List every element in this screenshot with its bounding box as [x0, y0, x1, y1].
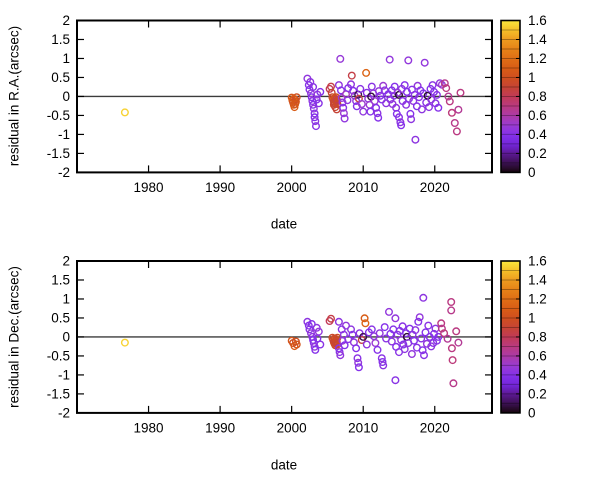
svg-text:1.5: 1.5	[51, 32, 70, 47]
svg-text:-0.5: -0.5	[47, 348, 70, 363]
y-tick-labels: 2 1.5 1 0.5 0 -0.5 -1 -1.5 -2	[47, 254, 492, 420]
svg-text:2020: 2020	[420, 180, 450, 195]
svg-text:2020: 2020	[420, 420, 450, 435]
svg-text:1.6: 1.6	[528, 254, 547, 269]
x-tick-labels: 1980 1990 2000 2010 2020	[134, 261, 450, 435]
svg-text:2010: 2010	[348, 420, 378, 435]
svg-text:-1.5: -1.5	[47, 386, 70, 401]
svg-text:2010: 2010	[348, 180, 378, 195]
x-tick-labels: 1980 1990 2000 2010 2020	[134, 20, 450, 195]
colorbar-tick-labels: 0 0.2 0.4 0.6 0.8 1 1.2 1.4 1.6	[516, 254, 547, 420]
svg-text:1980: 1980	[134, 180, 164, 195]
svg-text:1990: 1990	[205, 420, 235, 435]
dec-x-axis-label: date	[270, 457, 298, 473]
ra-y-axis-label: residual in R.A.(arcsec)	[6, 25, 22, 167]
svg-text:2: 2	[62, 13, 70, 28]
svg-text:1.4: 1.4	[528, 32, 547, 47]
svg-text:1.4: 1.4	[528, 272, 547, 287]
dec-residual-plot: 1980 1990 2000 2010 2020 2 1.5 1 0.5 0 -0.5 -1 -1.5 -…	[47, 254, 548, 436]
y-tick-labels: 2 1.5 1 0.5 0 -0.5 -1 -1.5 -2	[47, 13, 492, 180]
svg-text:1.2: 1.2	[528, 51, 547, 66]
svg-text:0.4: 0.4	[528, 127, 547, 142]
svg-text:-0.5: -0.5	[47, 108, 70, 123]
svg-text:0: 0	[62, 89, 70, 104]
svg-text:1990: 1990	[205, 180, 235, 195]
svg-text:-1.5: -1.5	[47, 146, 70, 161]
svg-text:0.8: 0.8	[528, 89, 547, 104]
svg-text:1: 1	[62, 291, 70, 306]
colorbar	[500, 260, 521, 414]
ra-residual-plot: 1980 1990 2000 2010 2020 2 1.5 1 0.5 0 -0.5 -1 -1.5 -…	[47, 13, 548, 195]
svg-text:0: 0	[62, 329, 70, 344]
svg-text:1980: 1980	[134, 420, 164, 435]
svg-text:-1: -1	[58, 127, 70, 142]
colorbar-tick-labels: 0 0.2 0.4 0.6 0.8 1 1.2 1.4 1.6	[516, 13, 547, 180]
svg-text:1.2: 1.2	[528, 291, 547, 306]
svg-text:0.4: 0.4	[528, 367, 547, 382]
scatter-points	[120, 54, 465, 144]
dec-y-axis-label: residual in Dec.(arcsec)	[6, 266, 22, 408]
colorbar	[500, 19, 521, 174]
svg-text:0: 0	[528, 405, 536, 420]
svg-text:0.5: 0.5	[51, 310, 70, 325]
svg-text:1.5: 1.5	[51, 272, 70, 287]
svg-text:1: 1	[528, 310, 536, 325]
svg-text:0.2: 0.2	[528, 386, 547, 401]
scatter-points	[120, 293, 463, 388]
svg-text:0.6: 0.6	[528, 348, 547, 363]
svg-text:0.8: 0.8	[528, 329, 547, 344]
svg-text:-1: -1	[58, 367, 70, 382]
ra-x-axis-label: date	[270, 216, 298, 232]
svg-text:0.6: 0.6	[528, 108, 547, 123]
svg-text:-2: -2	[58, 165, 70, 180]
svg-text:2000: 2000	[277, 180, 307, 195]
svg-text:0.5: 0.5	[51, 70, 70, 85]
svg-text:2000: 2000	[277, 420, 307, 435]
svg-text:1: 1	[528, 70, 536, 85]
svg-text:1.6: 1.6	[528, 13, 547, 28]
svg-text:-2: -2	[58, 405, 70, 420]
svg-text:0.2: 0.2	[528, 146, 547, 161]
svg-text:2: 2	[62, 254, 70, 269]
svg-text:0: 0	[528, 165, 536, 180]
svg-text:1: 1	[62, 51, 70, 66]
